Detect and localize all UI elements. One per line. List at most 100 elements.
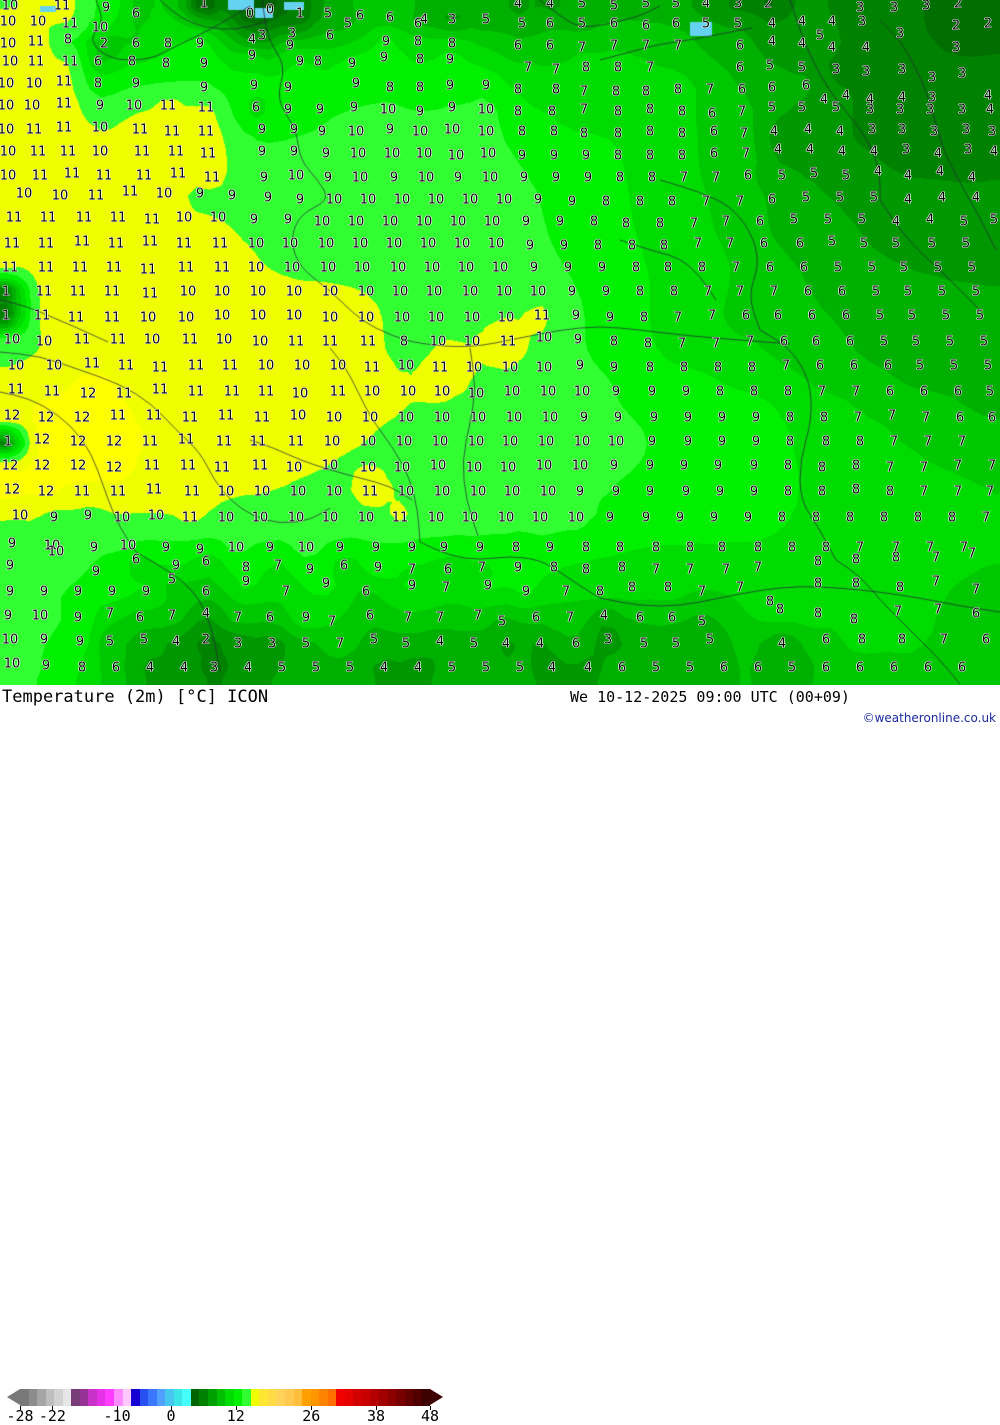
temperature-value-label: 7 xyxy=(273,558,283,574)
temperature-value-label: 4 xyxy=(435,634,445,650)
temperature-value-label: 6 xyxy=(821,660,831,676)
temperature-value-label: 7 xyxy=(889,434,899,450)
temperature-value-label: 6 xyxy=(707,106,717,122)
colorbar-segment xyxy=(173,1389,183,1406)
temperature-value-label: 4 xyxy=(903,168,913,184)
colorbar-segment xyxy=(148,1389,157,1406)
temperature-value-label: 9 xyxy=(3,608,13,624)
temperature-value-label: 9 xyxy=(283,80,293,96)
temperature-value-label: 9 xyxy=(259,170,269,186)
temperature-value-label: 5 xyxy=(983,358,993,374)
temperature-value-label: 8 xyxy=(635,194,645,210)
temperature-value-label: 8 xyxy=(663,260,673,276)
temperature-value-label: 11 xyxy=(197,124,215,140)
temperature-value-label: 10 xyxy=(293,358,311,374)
temperature-value-label: 6 xyxy=(735,60,745,76)
temperature-value-label: 10 xyxy=(285,284,303,300)
colorbar-segment xyxy=(37,1389,46,1406)
temperature-value-label: 6 xyxy=(837,284,847,300)
temperature-value-label: 9 xyxy=(483,578,493,594)
temperature-value-label: 8 xyxy=(667,194,677,210)
temperature-value-label: 10 xyxy=(213,308,231,324)
temperature-value-label: 12 xyxy=(33,432,51,448)
temperature-value-label: 10 xyxy=(461,510,479,526)
temperature-map[interactable]: 10 11 9 6 1 0 1 5 6 6 4 3 5 4 4 5 5 5 5 4 3 2 3 3 3 2 10 10 11 10 3 3 6 0… xyxy=(0,0,1000,685)
temperature-value-label: 8 xyxy=(385,80,395,96)
colorbar-segment xyxy=(216,1389,226,1406)
temperature-value-label: 7 xyxy=(673,38,683,54)
colorbar-segment xyxy=(378,1389,388,1406)
temperature-value-label: 11 xyxy=(141,286,159,302)
temperature-value-label: 5 xyxy=(831,100,841,116)
temperature-value-label: 10 xyxy=(209,210,227,226)
colorbar-segment xyxy=(396,1389,405,1406)
temperature-value-label: 6 xyxy=(953,384,963,400)
temperature-value-label: 10 xyxy=(497,310,515,326)
temperature-value-label: 4 xyxy=(777,636,787,652)
temperature-value-label: 11 xyxy=(213,260,231,276)
temperature-value-label: 7 xyxy=(741,146,751,162)
temperature-value-label: 10 xyxy=(147,508,165,524)
temperature-value-label: 4 xyxy=(599,608,609,624)
temperature-value-label: 8 xyxy=(813,554,823,570)
temperature-colorbar[interactable]: -28 -22 -10 0 12 26 38 48 xyxy=(6,1389,450,1425)
temperature-value-label: 7 xyxy=(891,540,901,556)
temperature-value-label: 12 xyxy=(105,434,123,450)
temperature-value-label: 10 xyxy=(487,236,505,252)
colorbar-segment xyxy=(353,1389,362,1406)
temperature-value-label: 6 xyxy=(131,36,141,52)
temperature-value-label: 11 xyxy=(175,236,193,252)
temperature-value-label: 9 xyxy=(571,308,581,324)
temperature-value-label: 7 xyxy=(679,170,689,186)
colorbar-segment xyxy=(96,1389,106,1406)
temperature-value-label: 4 xyxy=(861,40,871,56)
temperature-value-label: 6 xyxy=(753,660,763,676)
temperature-value-label: 10 xyxy=(529,284,547,300)
colorbar-tick-label: -10 xyxy=(103,1407,131,1425)
temperature-value-label: 9 xyxy=(379,50,389,66)
temperature-value-label: 9 xyxy=(295,54,305,70)
temperature-value-label: 11 xyxy=(71,260,89,276)
temperature-value-label: 4 xyxy=(247,32,257,48)
temperature-value-label: 8 xyxy=(645,360,655,376)
temperature-value-label: 9 xyxy=(249,212,259,228)
temperature-value-label: 7 xyxy=(781,358,791,374)
temperature-value-label: 7 xyxy=(281,584,291,600)
temperature-value-label: 5 xyxy=(927,236,937,252)
temperature-value-label: 10 xyxy=(31,608,49,624)
temperature-value-label: 9 xyxy=(717,410,727,426)
temperature-value-label: 6 xyxy=(413,16,423,32)
temperature-value-label: 5 xyxy=(277,660,287,676)
temperature-value-label: 10 xyxy=(427,192,445,208)
temperature-value-label: 9 xyxy=(83,508,93,524)
temperature-value-label: 9 xyxy=(305,562,315,578)
temperature-value-label: 8 xyxy=(631,260,641,276)
temperature-value-label: 11 xyxy=(27,34,45,50)
temperature-value-label: 11 xyxy=(33,308,51,324)
temperature-value-label: 5 xyxy=(577,0,587,12)
temperature-value-label: 9 xyxy=(249,78,259,94)
temperature-value-label: 10 xyxy=(465,360,483,376)
temperature-value-label: 11 xyxy=(213,460,231,476)
temperature-value-label: 9 xyxy=(679,458,689,474)
temperature-value-label: 8 xyxy=(641,84,651,100)
temperature-value-label: 11 xyxy=(103,284,121,300)
valid-time-label: We 10-12-2025 09:00 UTC (00+09) xyxy=(570,688,850,706)
temperature-value-label: 10 xyxy=(427,310,445,326)
temperature-value-label: 10 xyxy=(393,310,411,326)
temperature-value-label: 10 xyxy=(505,410,523,426)
temperature-value-label: 11 xyxy=(169,166,187,182)
temperature-value-label: 9 xyxy=(445,78,455,94)
colorbar-segment xyxy=(387,1389,397,1406)
temperature-value-label: 9 xyxy=(529,260,539,276)
temperature-value-label: 8 xyxy=(517,124,527,140)
colorbar-segment xyxy=(79,1389,89,1406)
temperature-value-label: 3 xyxy=(963,142,973,158)
temperature-value-label: 10 xyxy=(0,98,15,114)
temperature-value-label: 4 xyxy=(937,190,947,206)
temperature-value-label: 11 xyxy=(163,124,181,140)
temperature-value-label: 10 xyxy=(443,122,461,138)
colorbar-gradient xyxy=(20,1389,431,1406)
temperature-value-label: 8 xyxy=(879,510,889,526)
temperature-value-label: 6 xyxy=(709,124,719,140)
